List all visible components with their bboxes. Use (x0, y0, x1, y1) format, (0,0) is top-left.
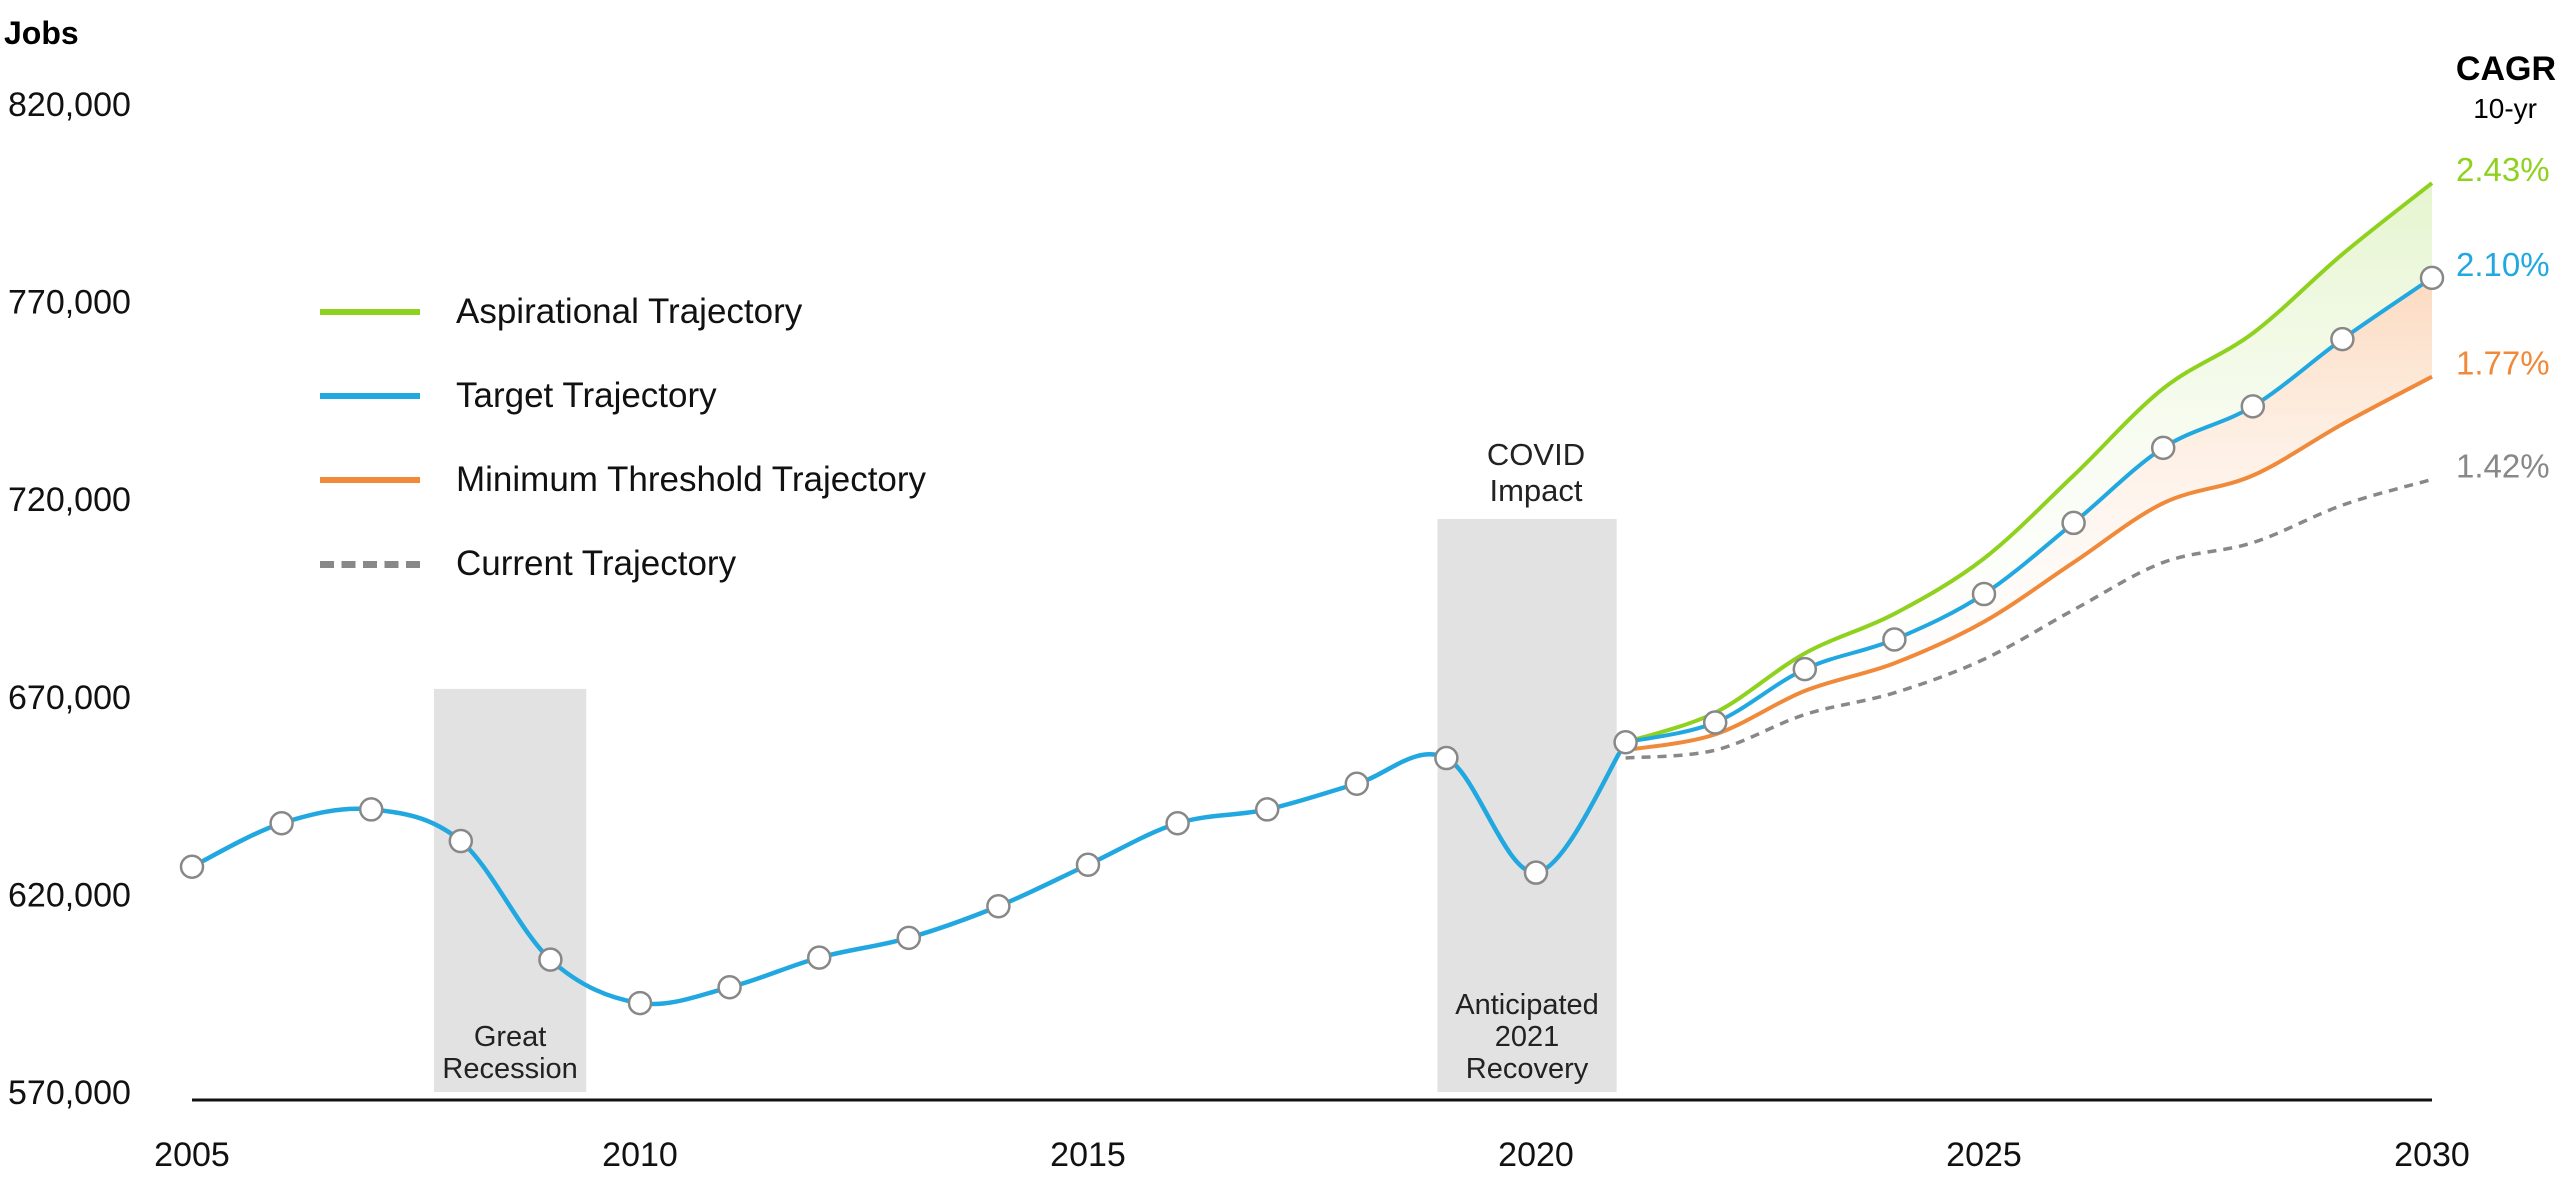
region-label: Great (474, 1021, 547, 1053)
x-tick-label: 2020 (1498, 1136, 1574, 1174)
legend: Aspirational Trajectory Target Trajectory… (320, 270, 926, 606)
historical-point (1613, 729, 1638, 755)
historical-point (806, 945, 832, 970)
historical-point (1434, 745, 1459, 771)
shaded-region (433, 688, 587, 1092)
aspirational-band (1625, 183, 2432, 743)
y-tick-label: 620,000 (8, 876, 131, 914)
legend-swatch (320, 477, 420, 483)
series-line (1625, 276, 2434, 745)
target-point (2330, 326, 2355, 352)
y-tick-label: 720,000 (8, 481, 131, 519)
historical-point (896, 925, 922, 951)
x-tick-label: 2005 (154, 1136, 230, 1174)
x-tick-label: 2010 (602, 1136, 678, 1174)
y-tick-label: 570,000 (8, 1074, 131, 1112)
historical-point (538, 947, 563, 972)
y-tick-label: 670,000 (8, 679, 131, 717)
target-point (1882, 627, 1907, 652)
legend-label: Current Trajectory (456, 544, 737, 583)
region-label: Recovery (1466, 1053, 1589, 1085)
legend-label: Target Trajectory (456, 376, 717, 415)
legend-label: Minimum Threshold Trajectory (456, 460, 927, 499)
y-axis-label: Jobs (4, 15, 79, 51)
region-label: Anticipated (1455, 989, 1599, 1021)
x-tick-label: 2025 (1946, 1136, 2022, 1174)
cagr-value: 1.77% (2456, 345, 2550, 382)
target-point (2061, 510, 2086, 536)
historical-point (1254, 797, 1280, 822)
historical-point (179, 854, 205, 879)
y-tick-label: 770,000 (8, 284, 131, 322)
historical-line (191, 740, 1628, 1007)
cagr-value: 2.10% (2456, 246, 2550, 283)
historical-point (627, 990, 653, 1016)
legend-swatch (320, 393, 420, 399)
historical-point (986, 894, 1011, 919)
legend-swatch (320, 560, 420, 568)
legend-swatch (320, 309, 420, 315)
cagr-subheader: 10-yr (2473, 93, 2537, 124)
cagr-value: 2.43% (2456, 151, 2550, 188)
legend-item: Current Trajectory (320, 522, 926, 606)
x-tick-label: 2030 (2394, 1136, 2470, 1174)
historical-point (1523, 860, 1549, 885)
legend-item: Target Trajectory (320, 354, 926, 438)
legend-item: Minimum Threshold Trajectory (320, 438, 926, 522)
series-line (1625, 374, 2433, 753)
series-line (1624, 181, 2434, 745)
shaded-region (1437, 518, 1617, 1092)
target-point (2150, 435, 2176, 461)
legend-item: Aspirational Trajectory (320, 270, 926, 354)
cagr-value: 1.42% (2456, 447, 2550, 484)
legend-label: Aspirational Trajectory (456, 292, 803, 331)
historical-point (1344, 771, 1370, 796)
annotation-label: Impact (1489, 473, 1582, 508)
historical-point (448, 828, 474, 854)
historical-point (717, 975, 742, 1000)
target-point (2240, 394, 2266, 419)
annotation-label: COVID (1487, 437, 1585, 472)
cagr-header: CAGR (2456, 50, 2556, 88)
historical-point (358, 797, 384, 822)
region-label: 2021 (1495, 1021, 1560, 1053)
region-label: Recession (442, 1053, 577, 1085)
target-point (1792, 656, 1818, 682)
y-tick-label: 820,000 (8, 86, 131, 124)
target-point (2419, 265, 2445, 291)
historical-point (1075, 852, 1101, 878)
target-point (1702, 710, 1728, 735)
target-point (1971, 581, 1997, 607)
historical-point (269, 811, 294, 836)
historical-point (1165, 811, 1190, 836)
x-tick-label: 2015 (1050, 1136, 1126, 1174)
